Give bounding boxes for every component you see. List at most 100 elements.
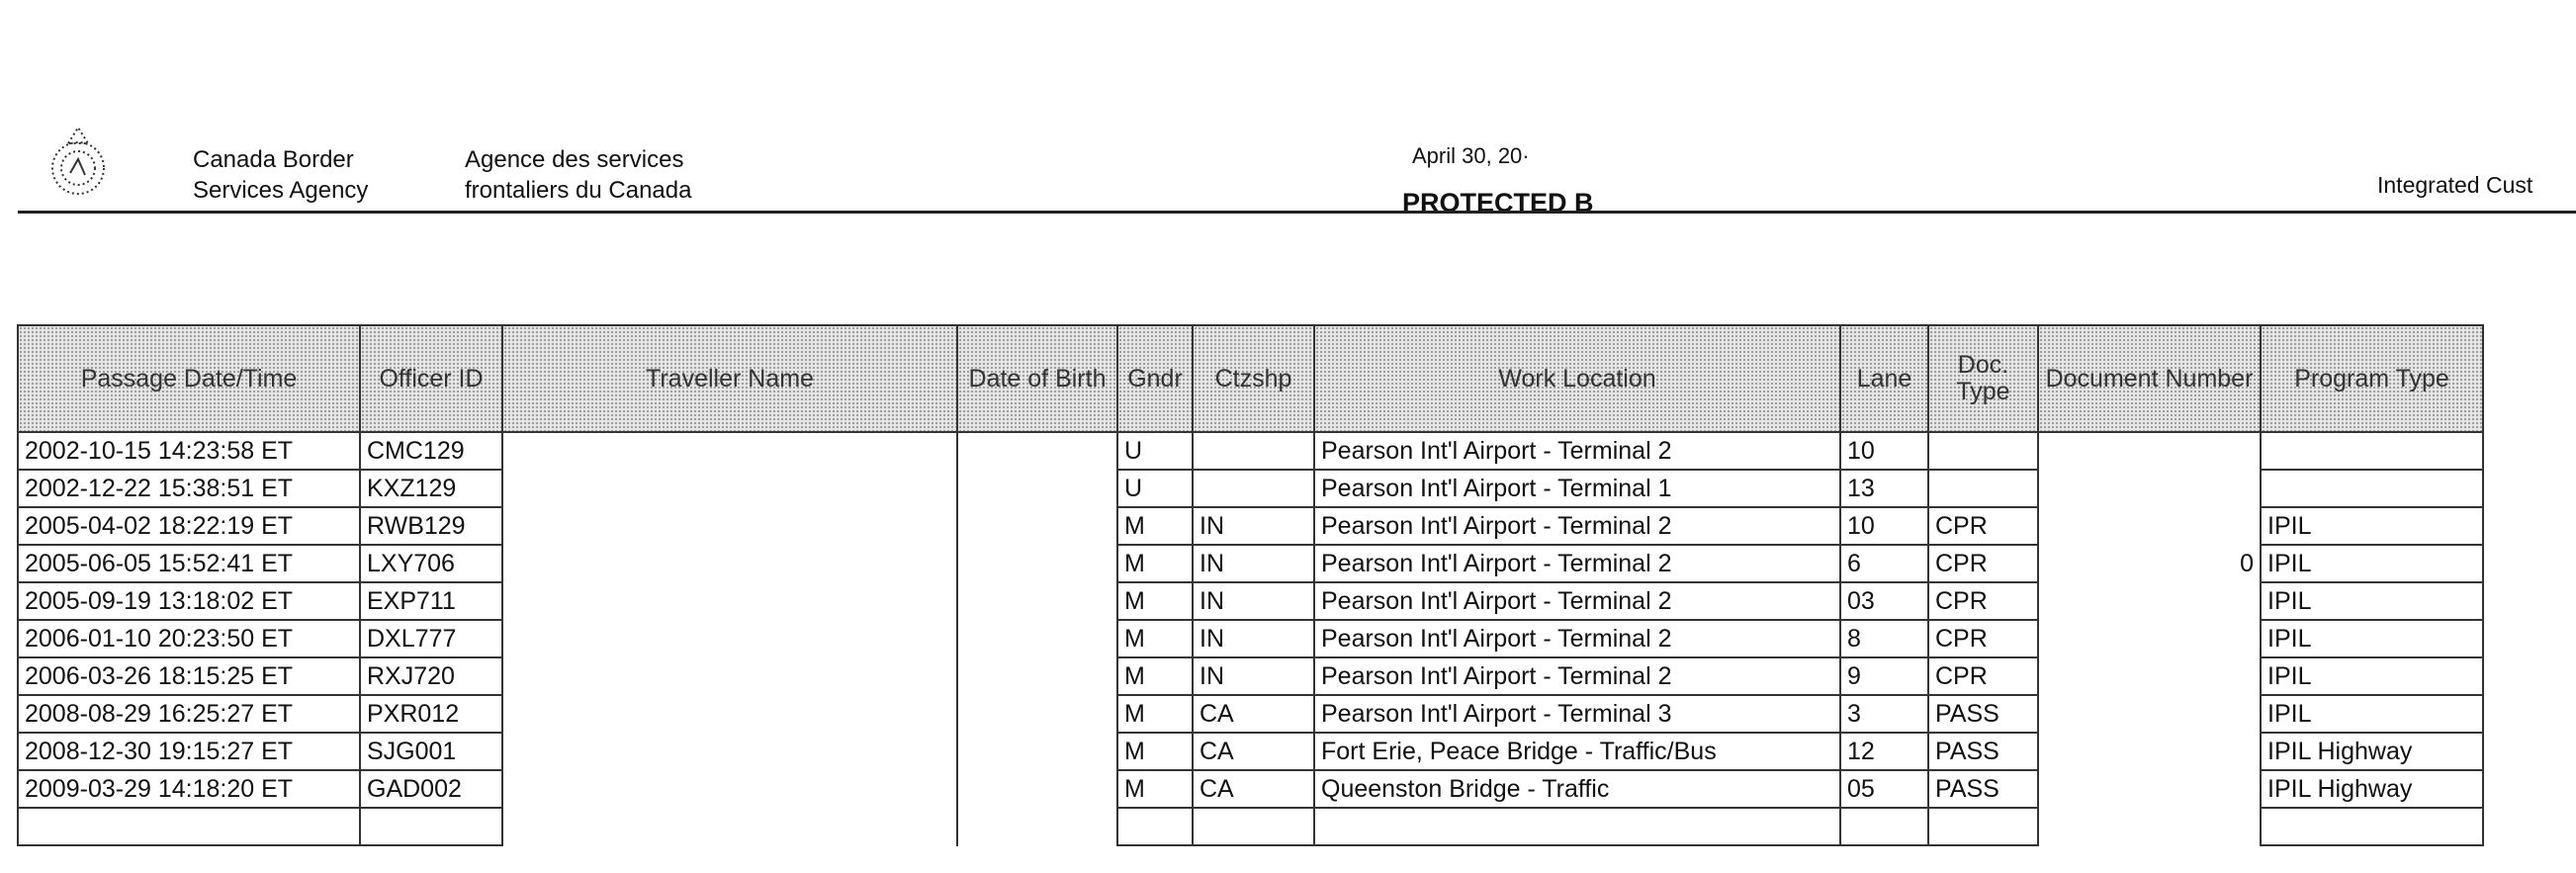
cell-officer-id: RXJ720: [359, 656, 503, 696]
cell-work-location: Pearson Int'l Airport - Terminal 3: [1313, 694, 1841, 734]
cell-program-type: [2260, 469, 2484, 508]
cell-doc-type: [1927, 807, 2039, 846]
cbsa-crest-logo: [36, 124, 121, 198]
system-title: Integrated Cust: [2377, 172, 2533, 198]
cell-traveller-name: [501, 545, 958, 582]
cell-program-type: IPIL: [2260, 694, 2484, 734]
cell-document-number: [2037, 582, 2262, 620]
cell-lane: [1839, 807, 1929, 846]
cell-doc-type: CPR: [1927, 581, 2039, 621]
cell-officer-id: RWB129: [359, 506, 503, 546]
table-row: 2005-04-02 18:22:19 ET RWB129 M IN Pearson I…: [17, 506, 2484, 546]
cell-gender: M: [1116, 581, 1194, 621]
cell-citizenship: CA: [1192, 732, 1315, 771]
cell-doc-type: [1927, 431, 2039, 471]
cell-lane: 9: [1839, 656, 1929, 696]
table-row: 2005-06-05 15:52:41 ET LXY706 M IN Pearson I…: [17, 544, 2484, 583]
cell-date-of-birth: [956, 620, 1118, 657]
table-row: 2002-10-15 14:23:58 ET CMC129 U Pearson Int…: [17, 431, 2484, 471]
cell-document-number: [2037, 770, 2262, 808]
cell-document-number: [2037, 432, 2262, 470]
cell-passage-datetime: 2008-12-30 19:15:27 ET: [17, 732, 361, 771]
cell-officer-id: SJG001: [359, 732, 503, 771]
cell-traveller-name: [501, 470, 958, 507]
cell-citizenship: [1192, 469, 1315, 508]
cell-work-location: Pearson Int'l Airport - Terminal 2: [1313, 656, 1841, 696]
cell-doc-type: CPR: [1927, 619, 2039, 658]
cell-program-type: IPIL: [2260, 656, 2484, 696]
cell-work-location: Pearson Int'l Airport - Terminal 2: [1313, 506, 1841, 546]
column-header-passage-datetime: Passage Date/Time: [17, 324, 361, 433]
cell-officer-id: CMC129: [359, 431, 503, 471]
table-row: 2005-09-19 13:18:02 ET EXP711 M IN Pearson I…: [17, 581, 2484, 621]
cell-officer-id: GAD002: [359, 769, 503, 809]
cell-work-location: Fort Erie, Peace Bridge - Traffic/Bus: [1313, 732, 1841, 771]
cell-gender: [1116, 807, 1194, 846]
cell-citizenship: [1192, 807, 1315, 846]
cell-document-number: 0: [2037, 545, 2262, 582]
cell-doc-type: PASS: [1927, 732, 2039, 771]
cell-lane: 3: [1839, 694, 1929, 734]
cell-officer-id: KXZ129: [359, 469, 503, 508]
cell-gender: M: [1116, 544, 1194, 583]
cell-date-of-birth: [956, 507, 1118, 545]
cell-work-location: Queenston Bridge - Traffic: [1313, 769, 1841, 809]
table-row: 2009-03-29 14:18:20 ET GAD002 M CA Queenston…: [17, 769, 2484, 809]
passage-history-table: Passage Date/Time Officer ID Traveller Nam…: [17, 324, 2484, 846]
cell-officer-id: [359, 807, 503, 846]
document-date: April 30, 20·: [1412, 143, 1530, 168]
cell-program-type: [2260, 807, 2484, 846]
cell-citizenship: CA: [1192, 694, 1315, 734]
cell-passage-datetime: 2006-03-26 18:15:25 ET: [17, 656, 361, 696]
cell-gender: M: [1116, 506, 1194, 546]
cell-work-location: Pearson Int'l Airport - Terminal 2: [1313, 581, 1841, 621]
cell-doc-type: PASS: [1927, 769, 2039, 809]
column-header-gender: Gndr: [1116, 324, 1194, 433]
table-row: 2008-12-30 19:15:27 ET SJG001 M CA Fort Erie…: [17, 732, 2484, 771]
cell-gender: M: [1116, 732, 1194, 771]
cell-work-location: Pearson Int'l Airport - Terminal 2: [1313, 544, 1841, 583]
cell-program-type: IPIL: [2260, 619, 2484, 658]
cell-lane: 8: [1839, 619, 1929, 658]
table-body: 2002-10-15 14:23:58 ET CMC129 U Pearson Int…: [17, 431, 2484, 846]
cell-gender: M: [1116, 694, 1194, 734]
cell-doc-type: CPR: [1927, 656, 2039, 696]
agency-fr-line1: Agence des services: [465, 146, 684, 173]
agency-name-english: Canada Border Services Agency: [193, 144, 368, 206]
agency-fr-line2: frontaliers du Canada: [465, 177, 692, 204]
cell-officer-id: EXP711: [359, 581, 503, 621]
cell-officer-id: PXR012: [359, 694, 503, 734]
cell-document-number: [2037, 808, 2262, 845]
cell-passage-datetime: 2005-04-02 18:22:19 ET: [17, 506, 361, 546]
cell-program-type: IPIL Highway: [2260, 769, 2484, 809]
cell-gender: M: [1116, 656, 1194, 696]
cell-doc-type: CPR: [1927, 544, 2039, 583]
column-header-date-of-birth: Date of Birth: [956, 324, 1118, 433]
table-row: 2008-08-29 16:25:27 ET PXR012 M CA Pearson I…: [17, 694, 2484, 734]
cell-lane: 6: [1839, 544, 1929, 583]
cell-passage-datetime: 2002-10-15 14:23:58 ET: [17, 431, 361, 471]
cell-work-location: [1313, 807, 1841, 846]
cell-passage-datetime: 2005-06-05 15:52:41 ET: [17, 544, 361, 583]
cell-passage-datetime: 2005-09-19 13:18:02 ET: [17, 581, 361, 621]
column-header-doc-type: Doc. Type: [1927, 324, 2039, 433]
table-row: 2006-03-26 18:15:25 ET RXJ720 M IN Pearson I…: [17, 656, 2484, 696]
cell-citizenship: IN: [1192, 619, 1315, 658]
agency-en-line1: Canada Border: [193, 146, 354, 173]
cell-document-number: [2037, 507, 2262, 545]
cell-program-type: IPIL: [2260, 506, 2484, 546]
cell-date-of-birth: [956, 470, 1118, 507]
cell-date-of-birth: [956, 695, 1118, 733]
cell-program-type: IPIL: [2260, 544, 2484, 583]
cell-traveller-name: [501, 808, 958, 845]
cell-lane: 10: [1839, 431, 1929, 471]
cell-traveller-name: [501, 657, 958, 695]
cell-citizenship: IN: [1192, 506, 1315, 546]
cell-document-number: [2037, 657, 2262, 695]
cell-lane: 05: [1839, 769, 1929, 809]
cell-date-of-birth: [956, 770, 1118, 808]
cell-passage-datetime: [17, 807, 361, 846]
column-header-work-location: Work Location: [1313, 324, 1841, 433]
cell-gender: U: [1116, 469, 1194, 508]
cell-program-type: IPIL: [2260, 581, 2484, 621]
